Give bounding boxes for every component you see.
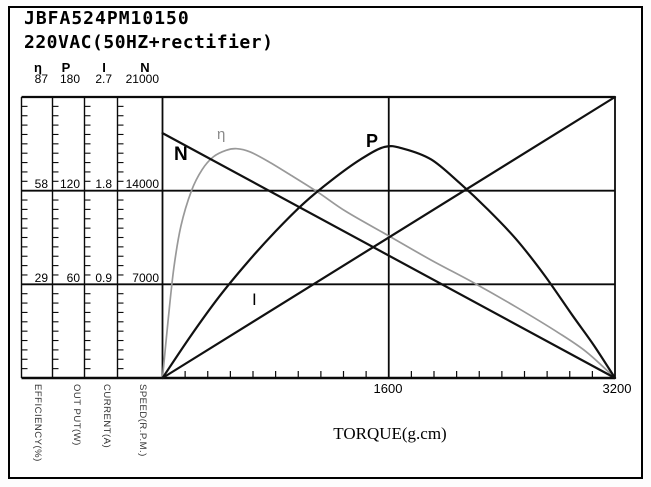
power-axis-unit-label: OUT PUT(W)	[71, 384, 82, 446]
power-axis-max-value: 180	[59, 72, 80, 86]
current-axis-low-value: 0.9	[95, 271, 112, 285]
speed-axis-max-value: 21000	[125, 72, 159, 86]
eta-axis-max-value: 87	[34, 72, 48, 86]
current-axis-mid-value: 1.8	[95, 177, 112, 191]
power-axis-mid-value: 120	[59, 177, 80, 191]
curve-label-efficiency: η	[217, 126, 226, 143]
eta-axis-low-value: 29	[34, 271, 48, 285]
curve-label-power: P	[366, 131, 379, 151]
speed-axis-mid-value: 14000	[125, 177, 159, 191]
speed-axis-symbol: N	[140, 60, 150, 75]
power-axis-symbol: P	[61, 60, 71, 75]
current-axis-max-value: 2.7	[95, 72, 112, 86]
x-tick-1600: 1600	[373, 381, 403, 396]
speed-axis-low-value: 7000	[132, 271, 159, 285]
current-axis-symbol: I	[102, 60, 106, 75]
curve-label-current: I	[252, 290, 257, 309]
page-title: JBFA524PM10150	[24, 8, 190, 29]
power-axis-low-value: 60	[66, 271, 80, 285]
page-subtitle: 220VAC(50HZ+rectifier)	[24, 32, 274, 53]
eta-axis-mid-value: 58	[34, 177, 48, 191]
eta-axis-symbol: η	[34, 60, 42, 75]
curve-label-speed: N	[174, 144, 188, 165]
page-border	[8, 6, 643, 479]
x-tick-3200: 3200	[602, 381, 632, 396]
x-axis-title: TORQUE(g.cm)	[333, 424, 447, 443]
speed-axis-unit-label: SPEED(R.P.M.)	[137, 384, 148, 457]
current-axis-unit-label: CURRENT(A)	[101, 384, 112, 449]
eta-axis-unit-label: EFFICIENCY(%)	[32, 384, 43, 462]
